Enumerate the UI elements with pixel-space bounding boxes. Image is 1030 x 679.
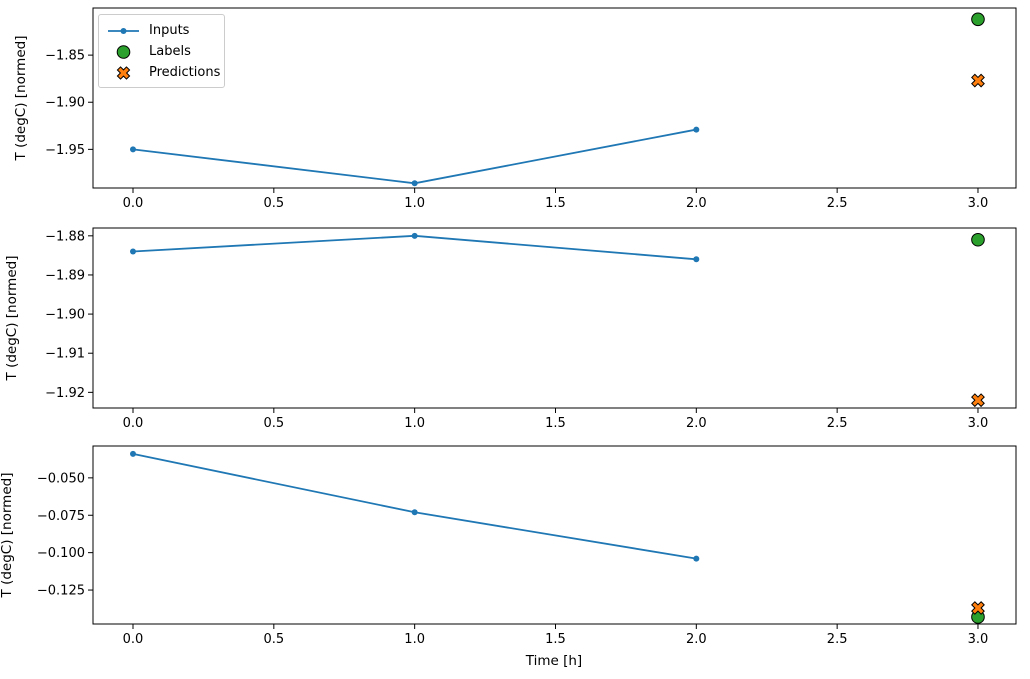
legend-label-inputs: Inputs	[149, 23, 190, 38]
y-tick-label: −1.95	[45, 143, 85, 158]
predictions-marker	[971, 601, 985, 615]
y-tick-label: −1.88	[45, 229, 85, 244]
y-tick-label: −0.100	[37, 546, 85, 561]
labels-circle-icon	[116, 44, 131, 59]
labels-marker	[971, 232, 985, 247]
inputs-marker	[129, 248, 136, 255]
y-tick-label: −1.90	[45, 96, 85, 111]
x-tick-label: 1.5	[545, 416, 566, 431]
inputs-marker	[693, 126, 700, 133]
y-tick-label: −1.91	[45, 347, 85, 362]
legend-item-predictions: Predictions	[107, 64, 220, 81]
y-tick-label: −1.89	[45, 268, 85, 283]
axes-frame	[92, 445, 1017, 625]
x-tick-label: 1.0	[404, 196, 425, 211]
x-tick-label: 1.0	[404, 632, 425, 647]
inputs-line-dot-icon	[108, 27, 139, 34]
x-tick-label: 0.5	[263, 416, 284, 431]
y-axis-title: T (degC) [normed]	[4, 256, 20, 382]
predictions-x-icon	[116, 65, 131, 80]
legend-item-labels: Labels	[107, 43, 216, 60]
axes-frame	[92, 227, 1017, 409]
x-tick-label: 2.0	[686, 416, 707, 431]
x-tick-label: 2.0	[686, 196, 707, 211]
inputs-line	[132, 234, 697, 261]
axes-frame	[92, 7, 1017, 189]
legend: Inputs Labels Predictions	[98, 14, 225, 88]
x-tick-label: 1.5	[545, 632, 566, 647]
labels-marker	[971, 12, 985, 27]
inputs-line	[132, 128, 697, 185]
x-tick-label: 3.0	[968, 196, 989, 211]
x-tick-label: 2.5	[827, 416, 848, 431]
inputs-marker	[411, 180, 418, 187]
x-tick-label: 0.0	[123, 196, 144, 211]
predictions-marker	[971, 393, 985, 408]
y-tick-label: −0.050	[37, 471, 85, 486]
x-tick-label: 2.0	[686, 632, 707, 647]
inputs-marker	[129, 450, 136, 457]
x-tick-label: 0.0	[123, 416, 144, 431]
y-tick-label: −1.90	[45, 308, 85, 323]
x-tick-label: 3.0	[968, 416, 989, 431]
x-tick-label: 0.5	[263, 196, 284, 211]
inputs-line	[132, 453, 697, 560]
inputs-marker	[411, 232, 418, 239]
subplot-1: −1.85 −1.90 −1.95 0.0 0.5 1.0 1.5 2.0 2.5 3.0 T (d…	[13, 7, 1017, 211]
inputs-marker	[411, 509, 418, 516]
subplot-3: −0.050 −0.075 −0.100 −0.125 0.0 0.5 1.0 1.5 2.0 2…	[0, 445, 1017, 647]
inputs-marker	[693, 555, 700, 562]
x-tick-label: 0.0	[123, 632, 144, 647]
x-tick-label: 1.0	[404, 416, 425, 431]
inputs-marker	[693, 256, 700, 263]
y-tick-label: −1.92	[45, 386, 85, 401]
y-tick-label: −1.85	[45, 49, 85, 64]
x-axis-title: Time [h]	[525, 653, 582, 669]
legend-label-predictions: Predictions	[149, 65, 221, 80]
legend-item-inputs: Inputs	[107, 22, 216, 39]
legend-label-labels: Labels	[149, 44, 191, 59]
y-tick-label: −0.125	[37, 584, 85, 599]
x-tick-label: 0.5	[263, 632, 284, 647]
chart-root: −1.85 −1.90 −1.95 0.0 0.5 1.0 1.5 2.0 2.5 3.0 T (d…	[0, 7, 1017, 647]
y-axis-title: T (degC) [normed]	[13, 36, 29, 162]
predictions-marker	[971, 73, 985, 88]
y-axis-title: T (degC) [normed]	[0, 473, 15, 599]
x-tick-label: 1.5	[545, 196, 566, 211]
subplot-2: −1.88 −1.89 −1.90 −1.91 −1.92 0.0 0.5 1.0 1.5 2.0…	[4, 227, 1017, 431]
inputs-marker	[129, 146, 136, 153]
x-tick-label: 2.5	[827, 196, 848, 211]
x-tick-label: 3.0	[968, 632, 989, 647]
x-tick-label: 2.5	[827, 632, 848, 647]
y-tick-label: −0.075	[37, 509, 85, 524]
